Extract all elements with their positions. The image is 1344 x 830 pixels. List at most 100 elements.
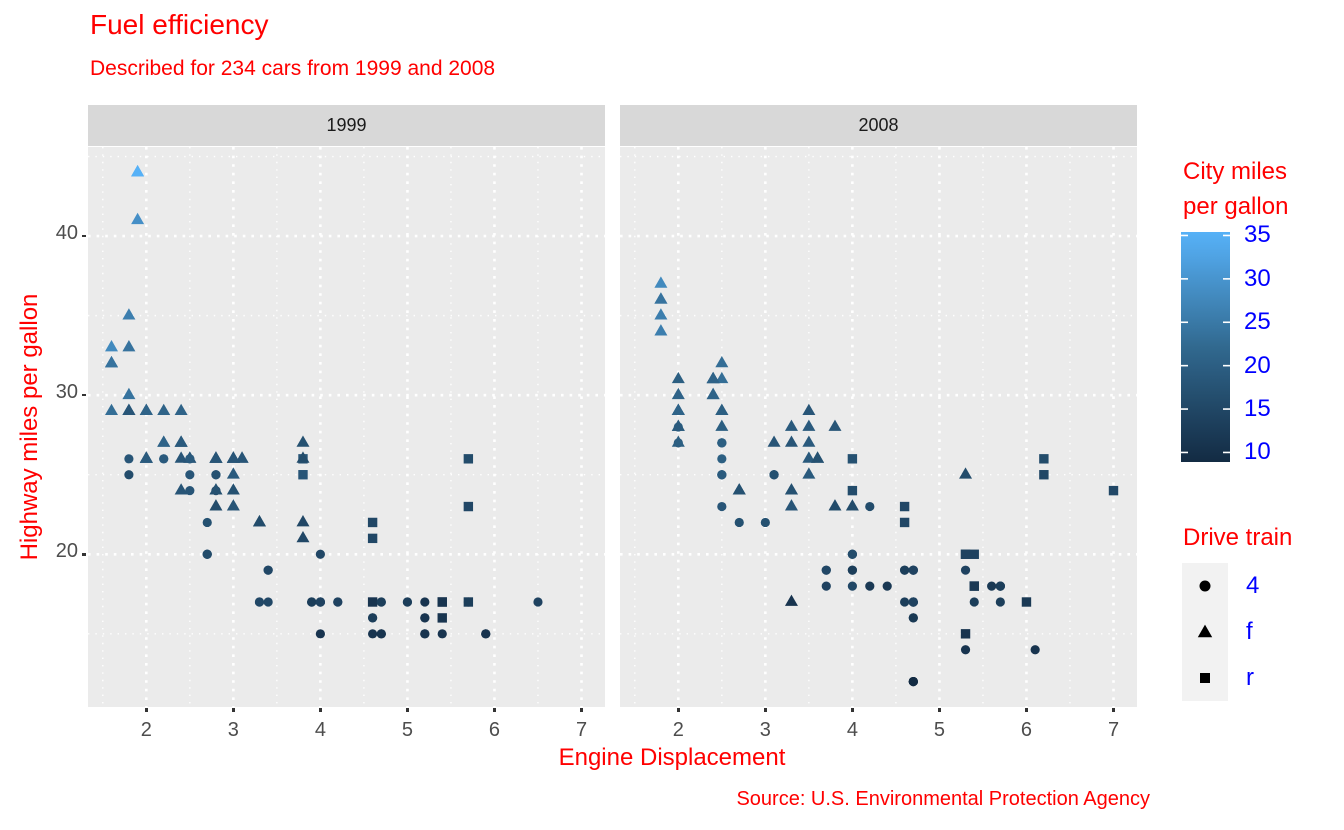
data-point	[157, 403, 171, 415]
x-tick-label: 2	[140, 719, 152, 741]
data-point	[420, 613, 430, 623]
data-point	[654, 292, 668, 304]
data-point	[784, 594, 798, 606]
data-point	[847, 565, 857, 575]
data-point	[463, 454, 474, 464]
data-point	[969, 597, 979, 607]
data-point	[802, 419, 816, 431]
x-tick-mark	[145, 708, 148, 712]
data-point	[185, 454, 195, 464]
data-point	[481, 629, 491, 639]
data-point	[847, 485, 858, 496]
color-legend-title-line1: City miles	[1183, 158, 1288, 185]
colorbar-tick-label: 10	[1244, 438, 1271, 466]
data-point	[368, 629, 378, 639]
chart-title: Fuel efficiency	[90, 9, 269, 40]
data-point	[226, 499, 240, 511]
square-icon	[1200, 673, 1210, 683]
data-point	[437, 597, 447, 607]
data-point	[124, 470, 134, 480]
data-point	[263, 565, 273, 575]
data-point	[732, 483, 746, 495]
x-tick-label: 2	[672, 719, 684, 741]
data-point	[367, 517, 378, 528]
colorbar-tick-label: 15	[1244, 395, 1271, 423]
data-point	[122, 403, 136, 415]
data-point	[1021, 597, 1032, 607]
data-point	[845, 499, 859, 511]
data-point	[1039, 454, 1049, 464]
data-point	[185, 470, 195, 480]
data-point	[105, 403, 118, 415]
facet-strip-2008: 2008	[620, 105, 1137, 146]
data-point	[174, 403, 188, 415]
data-point	[307, 597, 317, 607]
data-point	[159, 454, 169, 464]
data-point	[900, 565, 910, 575]
y-tick-mark	[82, 234, 86, 238]
data-point	[882, 581, 892, 591]
data-point	[960, 645, 971, 655]
data-point	[969, 581, 979, 591]
facet-strip-label: 1999	[326, 115, 367, 135]
data-point	[209, 483, 223, 495]
data-point	[122, 308, 136, 320]
color-legend-title: City miles per gallon	[1183, 154, 1288, 224]
x-tick-label: 7	[1107, 719, 1120, 741]
data-point	[671, 387, 685, 400]
data-point	[987, 581, 997, 591]
x-tick-mark	[677, 708, 680, 712]
data-point	[760, 517, 770, 528]
x-tick-mark	[1025, 708, 1028, 712]
data-point	[828, 419, 842, 431]
data-point	[847, 549, 857, 559]
y-tick-label: 40	[55, 222, 78, 245]
shape-legend-label-f: f	[1246, 618, 1253, 645]
data-point	[717, 454, 727, 464]
data-point	[734, 517, 744, 528]
x-tick-label: 5	[933, 719, 945, 741]
data-point	[995, 597, 1005, 607]
data-point	[1030, 645, 1040, 655]
data-point	[767, 435, 781, 447]
shape-legend-key-f	[1182, 609, 1228, 655]
data-point	[865, 501, 875, 512]
data-point	[899, 501, 910, 512]
data-point	[131, 165, 145, 177]
x-tick-mark	[851, 708, 854, 712]
x-tick-label: 5	[401, 719, 413, 741]
x-tick-mark	[1112, 708, 1115, 712]
data-point	[715, 355, 729, 368]
chart-subtitle: Described for 234 cars from 1999 and 200…	[90, 57, 496, 80]
data-point	[124, 454, 134, 464]
colorbar	[1181, 232, 1230, 462]
data-point	[671, 419, 685, 431]
data-point	[784, 419, 798, 431]
data-point	[367, 533, 378, 544]
y-tick-label: 30	[55, 381, 78, 404]
data-point	[802, 403, 816, 415]
data-point	[185, 486, 195, 496]
shape-legend-key-r	[1182, 655, 1228, 701]
panel-1999	[88, 147, 605, 707]
data-point	[995, 581, 1005, 591]
triangle-icon	[1197, 624, 1213, 638]
data-point	[315, 629, 325, 639]
data-point	[437, 613, 447, 623]
colorbar-tick-label: 35	[1244, 221, 1271, 249]
data-point	[315, 549, 325, 559]
y-tick-mark	[82, 553, 86, 556]
colorbar-tick-label: 30	[1244, 264, 1271, 292]
data-point	[784, 499, 798, 511]
y-tick-mark	[82, 393, 86, 397]
data-point	[296, 515, 310, 527]
data-point	[969, 549, 979, 559]
data-point	[908, 613, 918, 623]
x-tick-mark	[232, 708, 235, 712]
data-point	[784, 483, 798, 495]
data-point	[122, 387, 136, 400]
x-tick-label: 7	[575, 719, 588, 741]
panel-2008	[620, 147, 1137, 707]
data-point	[235, 451, 249, 463]
